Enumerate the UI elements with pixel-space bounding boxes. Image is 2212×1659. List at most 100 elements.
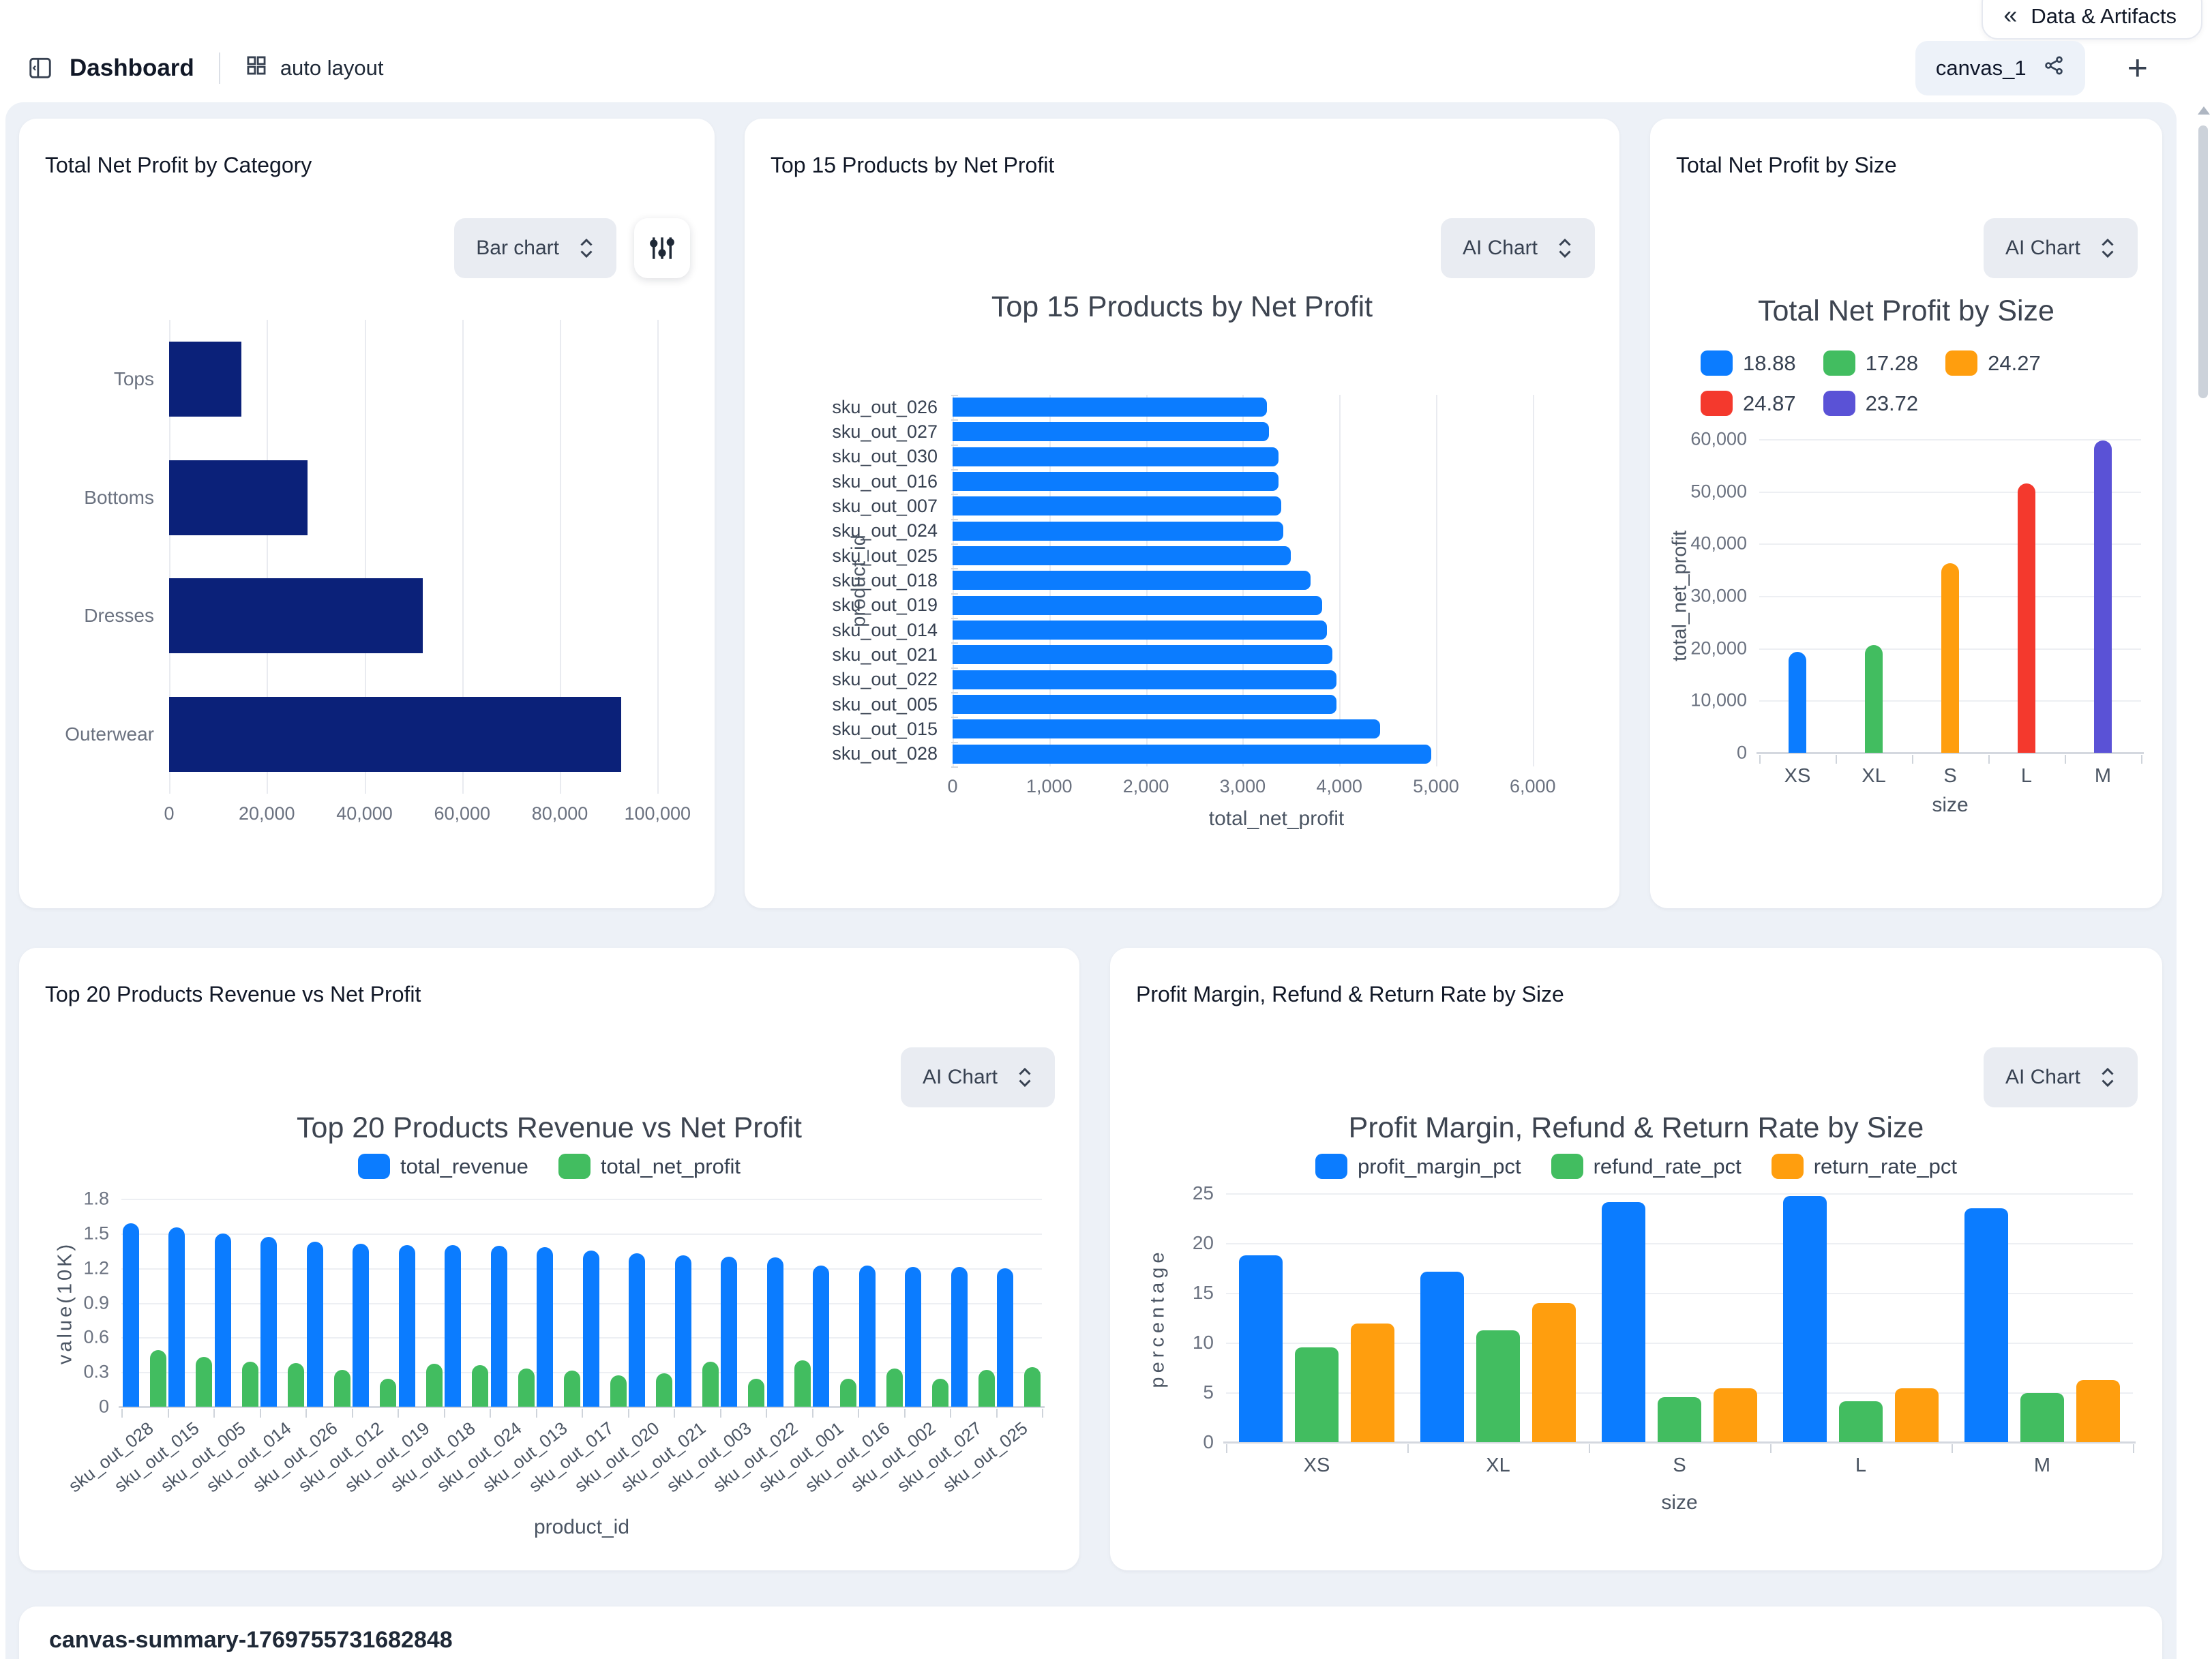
tab-canvas-1[interactable]: canvas_1 <box>1915 41 2085 95</box>
category-label: sku_out_018 <box>832 569 938 591</box>
bar-sku_out_016 <box>953 472 1279 492</box>
card-controls: Bar chart <box>454 218 690 278</box>
bar-sku_out_021 <box>953 645 1333 665</box>
bar-total_net_profit-sku_out_018 <box>472 1365 489 1407</box>
legend-item-23.72[interactable]: 23.72 <box>1823 391 1918 416</box>
plot-area <box>1223 1193 2136 1453</box>
chart-legend: 18.88 17.28 24.27 24.87 23.72 <box>1701 350 2137 416</box>
bar-row <box>953 717 1600 741</box>
x-tick-label: 0 <box>164 803 175 824</box>
legend-swatch <box>1315 1154 1348 1179</box>
card-top15-products: Top 15 Products by Net Profit AI Chart T… <box>745 119 1619 908</box>
bar-total_net_profit-sku_out_022 <box>794 1360 811 1407</box>
bar-refund_rate_pct-XS <box>1295 1347 1339 1442</box>
scrollbar-thumb[interactable] <box>2198 125 2208 398</box>
bar-row <box>169 320 694 438</box>
bar-total_net_profit-sku_out_014 <box>288 1362 305 1407</box>
x-tick-label: XL <box>1862 765 1886 787</box>
bar-profit_margin_pct-XS <box>1239 1255 1283 1442</box>
legend-item-24.27[interactable]: 24.27 <box>1945 350 2041 376</box>
auto-layout-button[interactable]: auto layout <box>245 54 383 83</box>
bar-sku_out_025 <box>953 546 1291 566</box>
legend-swatch <box>1551 1154 1583 1179</box>
y-tick-label: 60,000 <box>1690 428 1747 449</box>
category-label: Dresses <box>84 605 154 627</box>
x-axis-line <box>1757 752 2144 754</box>
bar-total_revenue-sku_out_003 <box>721 1256 738 1407</box>
bar-group-sku_out_021 <box>674 1199 720 1407</box>
y-axis-label: percentage <box>1146 1247 1169 1388</box>
bar-Tops <box>169 341 241 417</box>
bar-total_net_profit-sku_out_005 <box>241 1361 258 1407</box>
x-tick-label: 5,000 <box>1413 776 1459 796</box>
data-artifacts-button[interactable]: « Data & Artifacts <box>1982 0 2202 40</box>
y-tick-label: 0.6 <box>83 1326 109 1347</box>
bar-total_net_profit-sku_out_001 <box>840 1379 857 1407</box>
x-tick-label: 20,000 <box>238 803 295 824</box>
chevron-updown-icon <box>2102 1067 2114 1088</box>
category-label: sku_out_025 <box>832 545 938 566</box>
legend-swatch <box>1823 391 1855 416</box>
x-axis-label: size <box>1932 794 1969 816</box>
legend-item-17.28[interactable]: 17.28 <box>1823 350 1918 376</box>
bar-group-sku_out_025 <box>996 1199 1043 1407</box>
category-label: sku_out_014 <box>832 619 938 640</box>
bar-sku_out_026 <box>953 398 1267 417</box>
y-tick-label: 20 <box>1192 1232 1214 1253</box>
chart-type-select[interactable]: AI Chart <box>1440 218 1595 278</box>
legend-item-refund_rate_pct[interactable]: refund_rate_pct <box>1551 1154 1742 1179</box>
chevron-updown-icon <box>2102 238 2114 258</box>
scroll-up-arrow-icon[interactable] <box>2198 106 2210 115</box>
y-tick-label: 0 <box>1203 1431 1214 1452</box>
gridline <box>169 320 170 794</box>
x-axis-labels: XS XL S L M <box>1759 753 2141 787</box>
bar-total_net_profit-sku_out_020 <box>656 1373 673 1407</box>
share-icon[interactable] <box>2043 55 2065 82</box>
bar-profit_margin_pct-M <box>1964 1208 2008 1442</box>
add-canvas-button[interactable]: + <box>2121 50 2155 86</box>
legend-swatch <box>558 1154 591 1179</box>
legend-item-18.88[interactable]: 18.88 <box>1701 350 1796 376</box>
legend-item-return_rate_pct[interactable]: return_rate_pct <box>1771 1154 1957 1179</box>
chart-type-select[interactable]: Bar chart <box>454 218 616 278</box>
gridline <box>1532 395 1534 766</box>
bar-refund_rate_pct-M <box>2020 1393 2064 1442</box>
y-tick-label: 10,000 <box>1690 689 1747 711</box>
chart-type-select[interactable]: AI Chart <box>1983 1047 2138 1107</box>
x-tick-label: L <box>1855 1454 1867 1476</box>
x-tick-label: XS <box>1303 1454 1330 1476</box>
bar-group-sku_out_015 <box>168 1199 214 1407</box>
x-axis-ticks: 0 1,000 2,000 3,000 4,000 5,000 6,000 <box>947 766 1600 801</box>
sidebar-toggle-button[interactable] <box>27 55 53 83</box>
legend-item-24.87[interactable]: 24.87 <box>1701 391 1796 416</box>
y-axis-label: total_net_profit <box>1669 530 1691 661</box>
bar-total_net_profit-sku_out_027 <box>978 1369 995 1407</box>
bar-group-sku_out_013 <box>536 1199 582 1407</box>
chart-title: Top 20 Products Revenue vs Net Profit <box>297 1111 802 1144</box>
bar-sku_out_018 <box>953 571 1311 591</box>
bar-group-sku_out_026 <box>305 1199 352 1407</box>
bar-group-XS <box>1759 439 1836 753</box>
legend-swatch <box>1771 1154 1804 1179</box>
bar-total_net_profit-sku_out_026 <box>333 1369 350 1407</box>
bar-XL <box>1865 645 1883 753</box>
chevron-updown-icon <box>580 238 593 258</box>
x-axis-ticks: 0 20,000 40,000 60,000 80,000 100,000 <box>164 794 694 828</box>
chart-type-select[interactable]: AI Chart <box>900 1047 1055 1107</box>
x-axis-line <box>119 1406 1045 1408</box>
chart-type-select[interactable]: AI Chart <box>1983 218 2138 278</box>
bar-total_net_profit-sku_out_016 <box>886 1369 903 1407</box>
bar-return_rate_pct-S <box>1714 1388 1757 1442</box>
y-axis-label: value(10K) <box>54 1241 76 1364</box>
bar-group-sku_out_027 <box>950 1199 996 1407</box>
y-tick-label: 40,000 <box>1690 533 1747 554</box>
plot-area <box>1757 439 2144 764</box>
legend-item-profit_margin_pct[interactable]: profit_margin_pct <box>1315 1154 1521 1179</box>
bar-total_revenue-sku_out_018 <box>445 1244 462 1407</box>
chart-settings-button[interactable] <box>634 218 690 278</box>
vertical-scrollbar <box>2196 102 2212 1659</box>
legend-item-total_revenue[interactable]: total_revenue <box>358 1154 528 1179</box>
legend-item-total_net_profit[interactable]: total_net_profit <box>558 1154 741 1179</box>
bar-row <box>953 469 1600 494</box>
